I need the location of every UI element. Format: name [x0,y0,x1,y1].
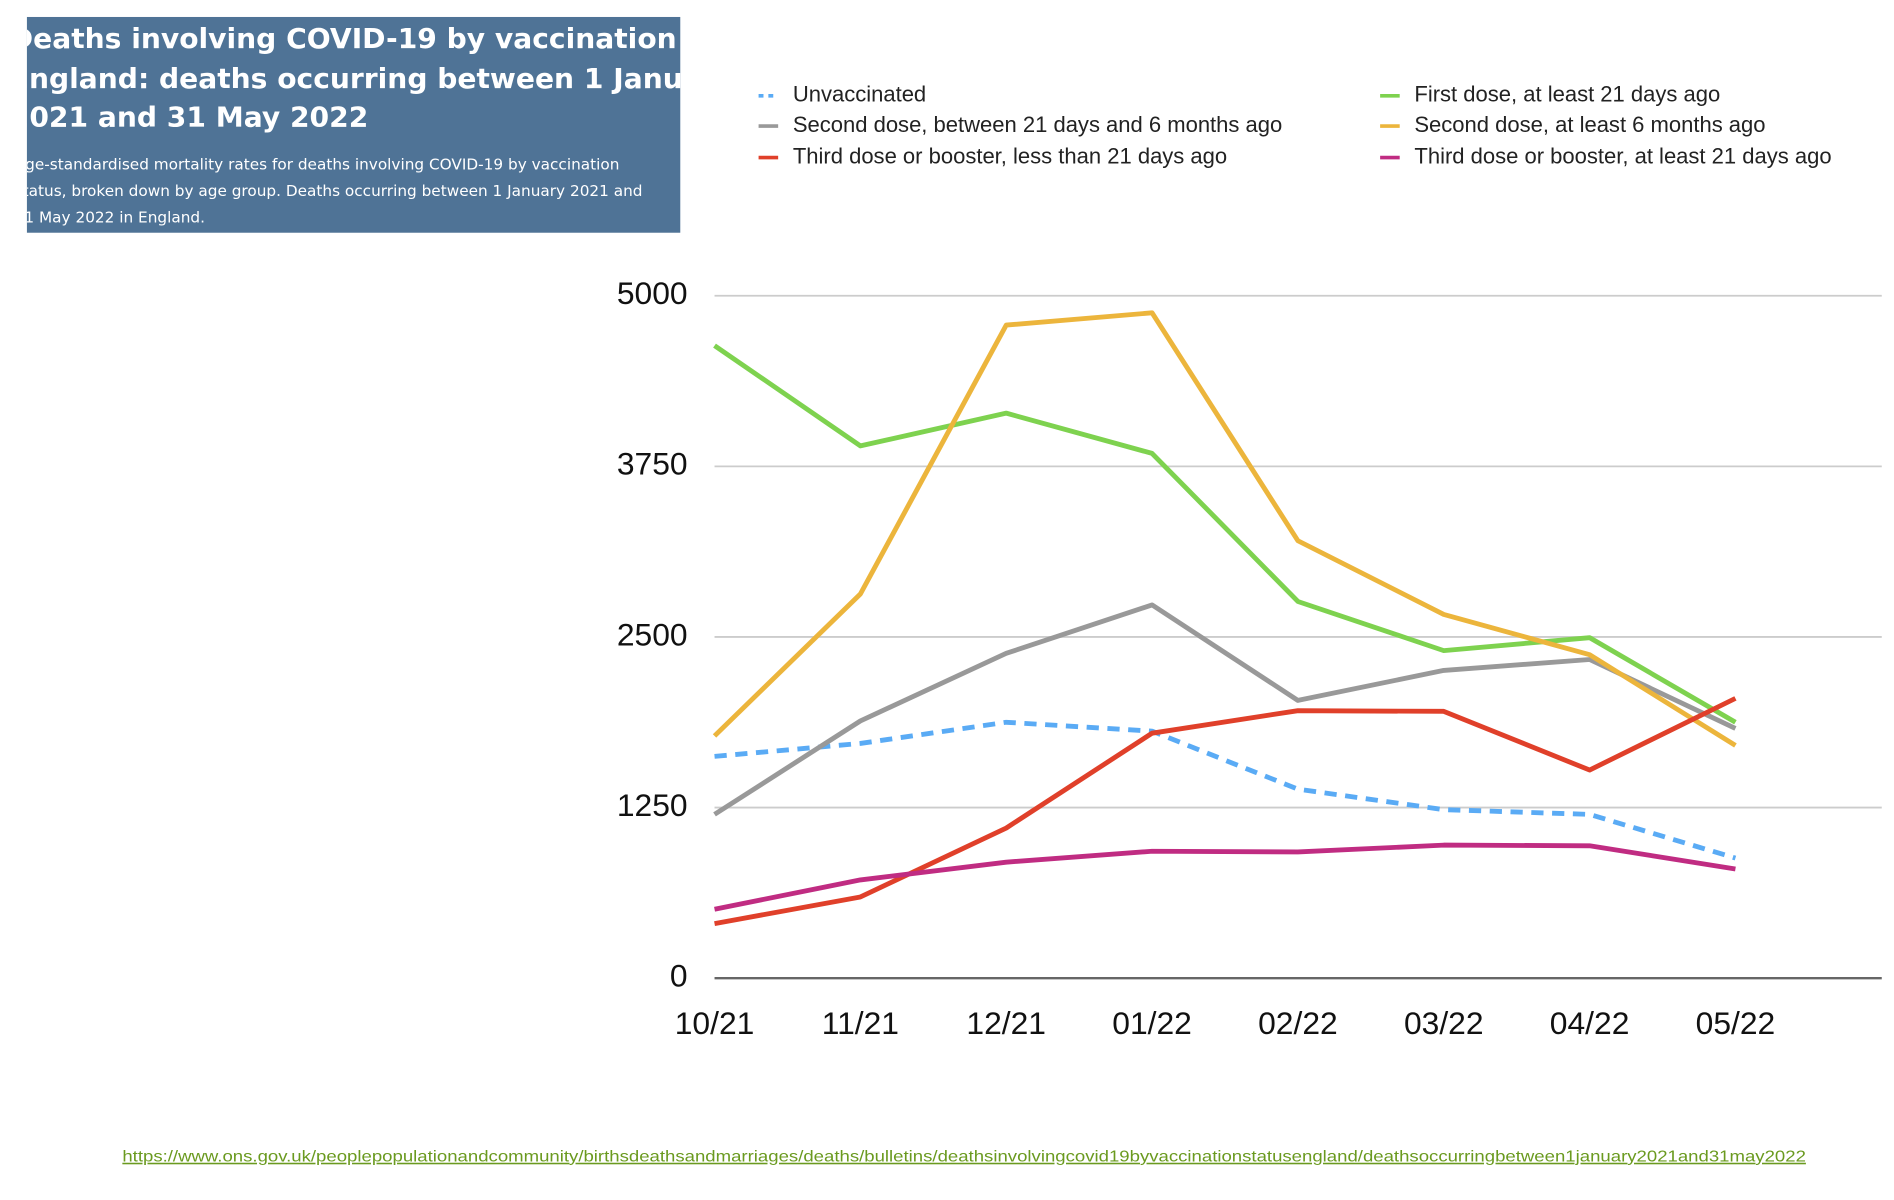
legend-label: Second dose, between 21 days and 6 month… [793,112,1282,137]
title-line: Deaths involving COVID-19 by vaccination… [10,22,797,55]
subtitle-line: Age-standardised mortality rates for dea… [15,155,620,173]
y-tick-label: 2500 [617,616,688,652]
source-link[interactable]: https://www.ons.gov.uk/peoplepopulationa… [122,1149,1806,1166]
x-tick-label: 01/22 [1112,1005,1192,1041]
subtitle-line: 31 May 2022 in England. [15,209,205,227]
legend-label: First dose, at least 21 days ago [1414,82,1720,107]
subtitle-line: status, broken down by age group. Deaths… [15,182,643,200]
y-tick-label: 0 [670,958,688,994]
x-tick-label: 03/22 [1404,1005,1484,1041]
x-tick-label: 12/21 [966,1005,1046,1041]
legend-label: Third dose or booster, less than 21 days… [793,143,1227,168]
series-line [714,696,1737,926]
series-line [714,842,1736,912]
series-line [713,602,1737,817]
x-tick-label: 02/22 [1258,1005,1338,1041]
title-block: Deaths involving COVID-19 by vaccination… [10,22,797,227]
series-line [713,343,1737,725]
y-tick-label: 5000 [617,275,688,311]
legend-label: Third dose or booster, at least 21 days … [1414,143,1831,168]
y-tick-label: 3750 [617,446,688,482]
title-box [26,16,681,233]
x-tick-label: 10/21 [675,1005,755,1041]
series-line [714,719,1737,861]
series-line [712,310,1737,748]
x-tick-label: 04/22 [1550,1005,1630,1041]
x-tick-label: 05/22 [1696,1005,1776,1041]
title-line: 2021 and 31 May 2022 [10,101,369,134]
y-tick-label: 1250 [617,787,688,823]
x-tick-label: 11/21 [822,1005,899,1041]
legend-label: Unvaccinated [793,82,926,107]
title-line: England: deaths occurring between 1 Janu… [10,62,734,95]
legend-label: Second dose, at least 6 months ago [1414,112,1765,137]
